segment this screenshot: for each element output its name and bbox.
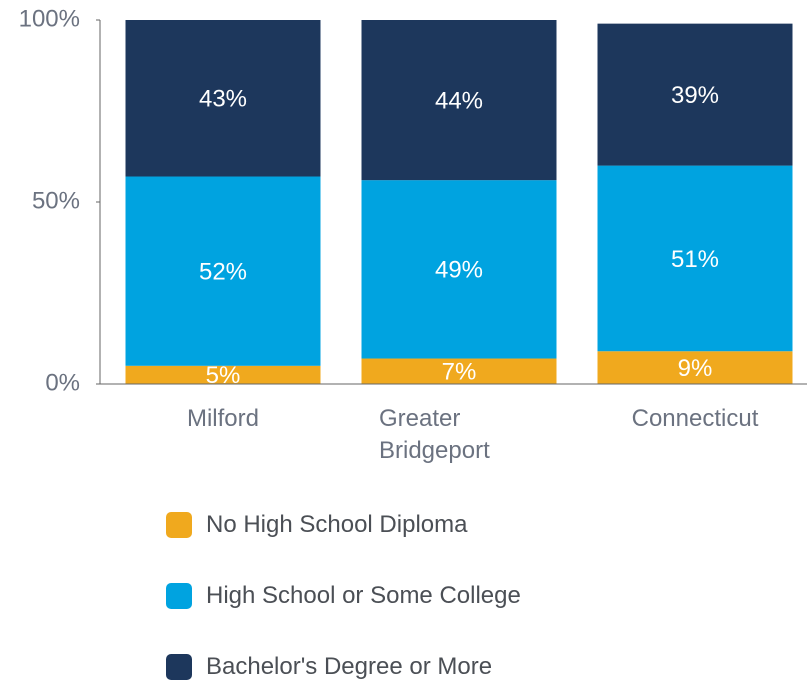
legend-swatch [166, 583, 192, 609]
data-label: 44% [435, 87, 483, 114]
bar-segment [361, 358, 557, 384]
data-label: 51% [671, 246, 719, 273]
bar-segment [597, 351, 793, 384]
bar-segment [125, 365, 321, 384]
x-tick-text: Connecticut [631, 405, 759, 432]
y-tick-label: 100% [19, 5, 80, 32]
x-tick-label: Greater Bridgeport [341, 403, 577, 467]
bars: 5% 52% 43% 7% 49% 44% 9% 51% 39% [125, 20, 793, 389]
legend-item: Bachelor's Degree or More [166, 649, 492, 683]
legend-swatch [166, 654, 192, 680]
legend-label: Bachelor's Degree or More [206, 653, 493, 680]
bar-segment [361, 180, 557, 359]
legend-label: High School or Some College [206, 582, 521, 609]
data-label: 49% [435, 257, 483, 284]
data-label: 5% [206, 362, 241, 389]
x-tick-label: Connecticut [577, 403, 807, 435]
bar-segment [597, 165, 793, 352]
y-tick-label: 50% [32, 187, 80, 214]
bar-segment [597, 23, 793, 166]
data-label: 39% [671, 82, 719, 109]
legend-label: No High School Diploma [206, 511, 468, 538]
bar-segment [361, 20, 557, 181]
bar-segment [125, 20, 321, 177]
bar-segment [125, 176, 321, 366]
data-label: 52% [199, 259, 247, 286]
x-tick-text: Milford [186, 405, 259, 432]
data-label: 9% [678, 355, 713, 382]
data-label: 43% [199, 86, 247, 113]
legend-swatch [166, 512, 192, 538]
y-tick-label: 0% [45, 369, 80, 396]
data-label: 7% [442, 359, 477, 386]
x-tick-label: Milford [105, 403, 341, 435]
x-tick-text: Greater Bridgeport [379, 405, 490, 464]
legend-item: No High School Diploma [166, 507, 467, 543]
legend-item: High School or Some College [166, 578, 521, 614]
